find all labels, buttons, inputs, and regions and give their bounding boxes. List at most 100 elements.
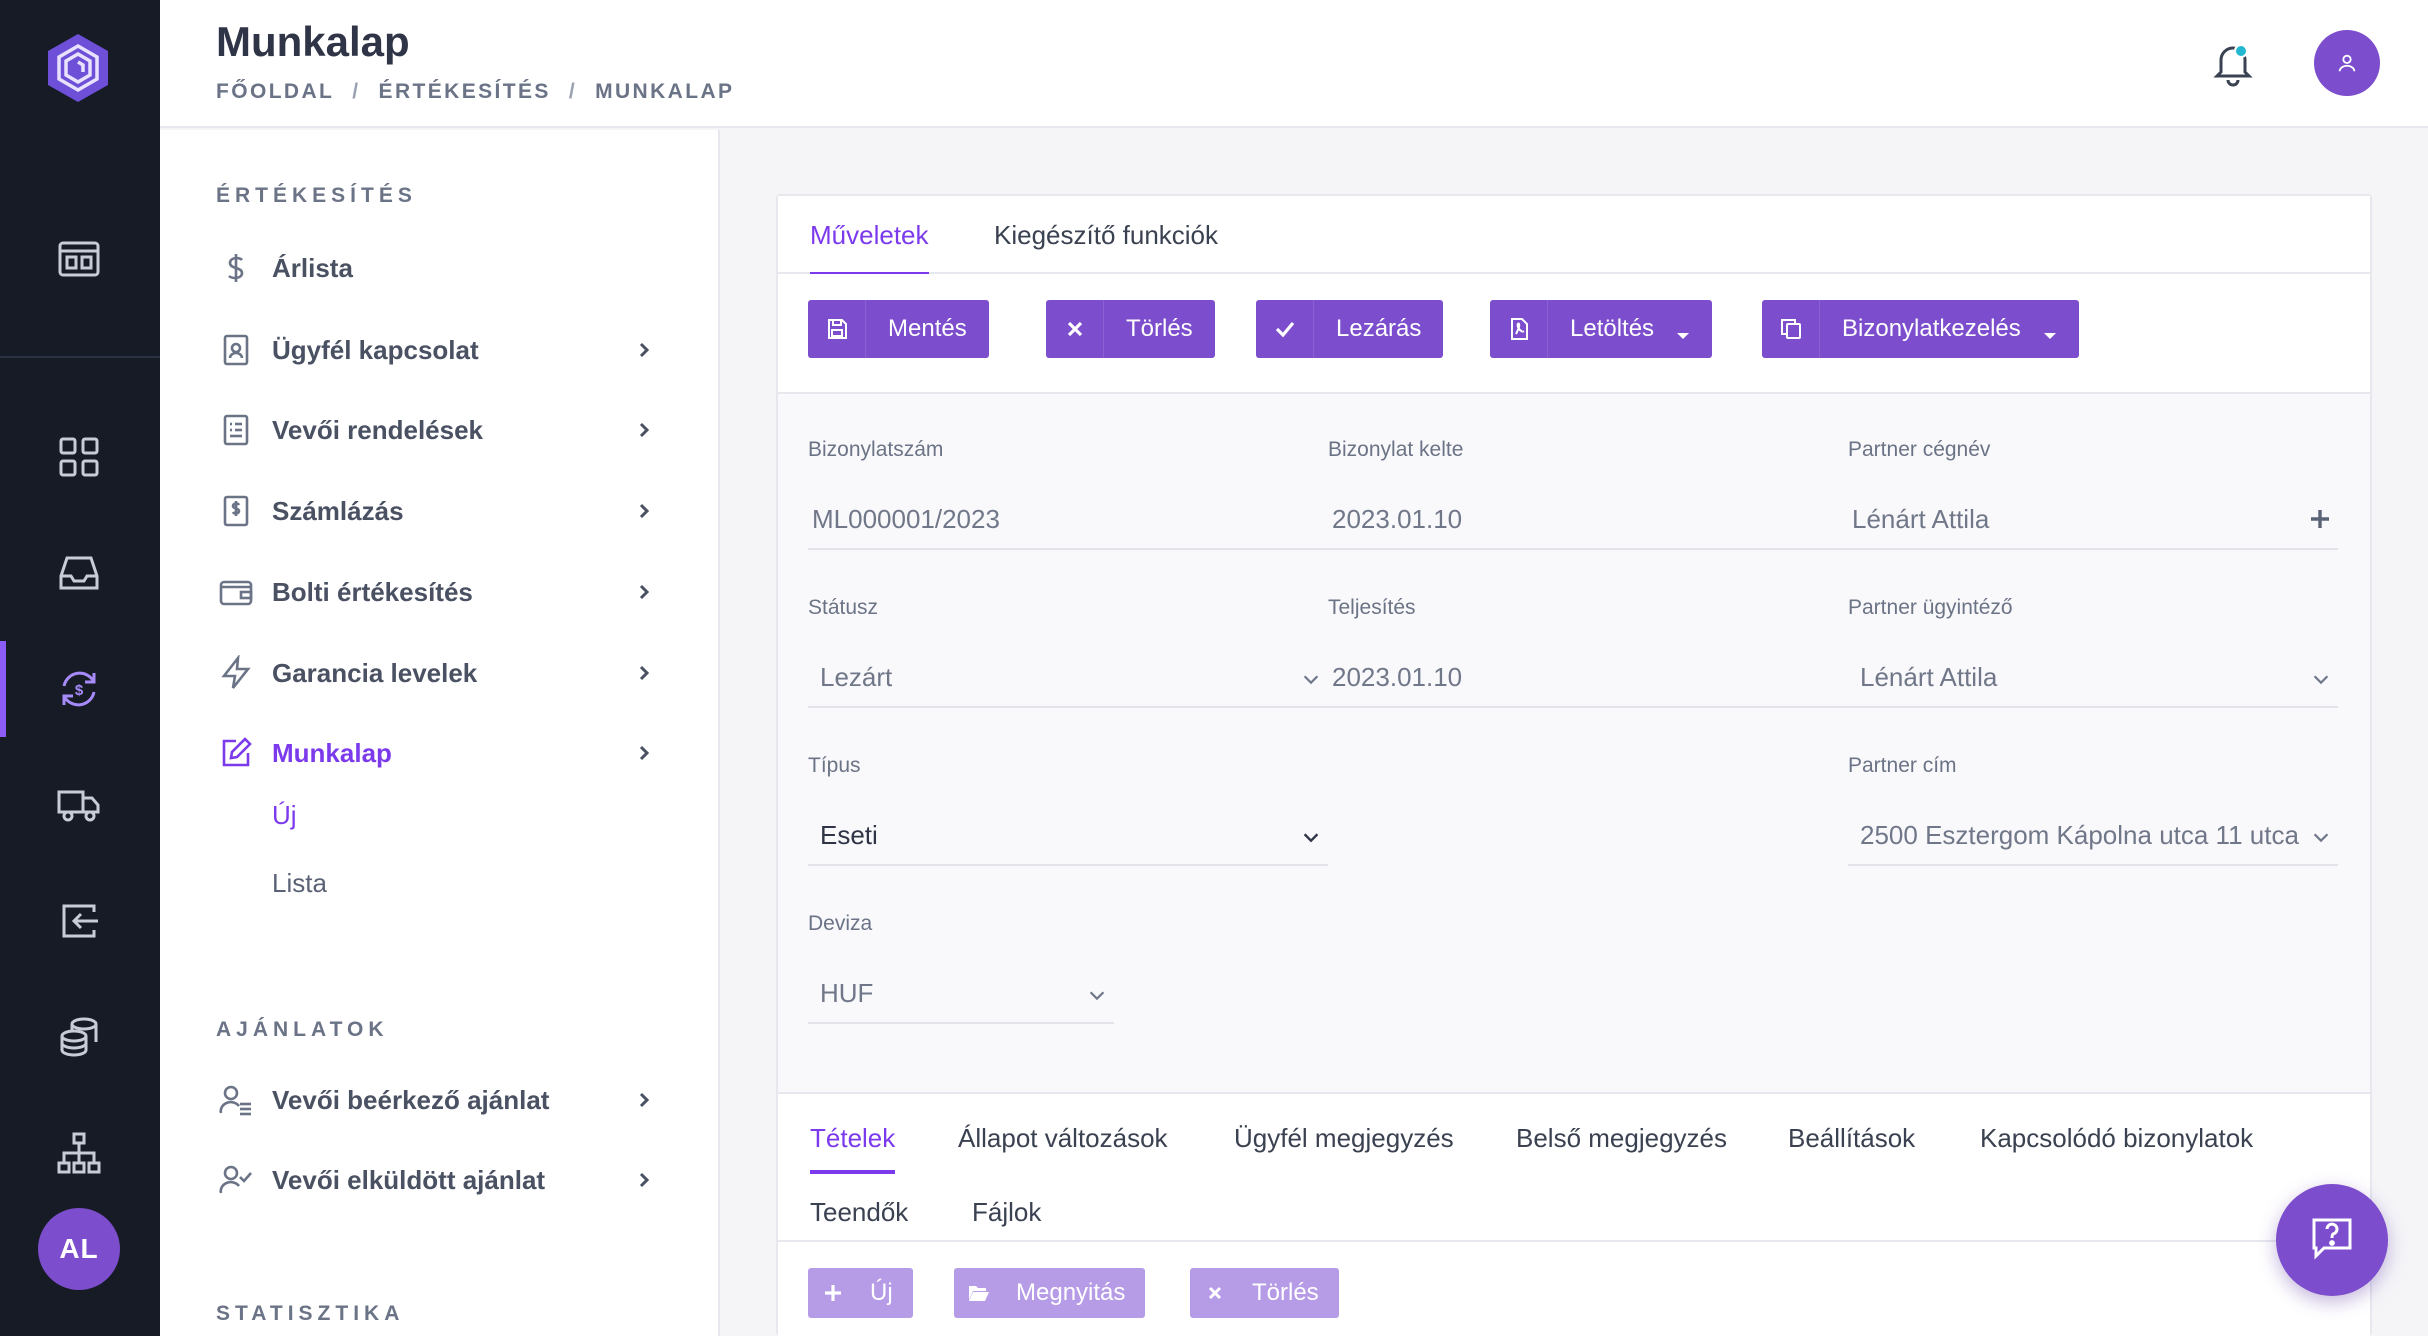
chevron-right-icon [632, 338, 656, 362]
bell-icon[interactable] [2208, 38, 2258, 88]
layout-icon[interactable] [54, 234, 104, 284]
tab-operations[interactable]: Műveletek [810, 196, 929, 276]
currency-label: Deviza [808, 912, 873, 935]
breadcrumb-item-sales[interactable]: ÉRTÉKESÍTÉS [378, 80, 551, 103]
type-select[interactable]: Eseti [808, 806, 1328, 866]
tab-items[interactable]: Tételek [810, 1108, 896, 1174]
menu-item-retail-sales[interactable]: Bolti értékesítés [216, 564, 656, 620]
menu-item-label: Vevői beérkező ajánlat [272, 1084, 550, 1115]
chevron-right-icon [632, 418, 656, 442]
download-button[interactable]: Letöltés [1490, 300, 1713, 358]
add-partner-icon[interactable] [2308, 507, 2332, 531]
download-label: Letöltés [1570, 315, 1655, 342]
worksheet-card: Műveletek Kiegészítő funkciók Mentés Tör… [776, 194, 2372, 1336]
chevron-right-icon [632, 499, 656, 523]
section-title-offers: AJÁNLATOK [216, 1018, 389, 1041]
menu-item-invoicing[interactable]: Számlázás [216, 483, 656, 539]
tab-todos[interactable]: Teendők [810, 1196, 909, 1227]
document-number-value: ML000001/2023 [812, 503, 1000, 534]
svg-text:$: $ [75, 682, 84, 699]
fulfillment-date-value: 2023.01.10 [1332, 661, 1463, 692]
truck-icon[interactable] [54, 780, 104, 830]
save-icon [808, 300, 866, 358]
fulfillment-date-field[interactable]: 2023.01.10 [1328, 648, 1848, 708]
user-avatar[interactable] [2314, 30, 2380, 96]
menu-item-worksheet[interactable]: Munkalap [216, 725, 656, 781]
fulfillment-label: Teljesítés [1328, 596, 1416, 619]
chevron-down-icon [1300, 666, 1322, 688]
page-title: Munkalap [216, 18, 410, 65]
currency-value: HUF [820, 977, 874, 1008]
partner-address-label: Partner cím [1848, 754, 1957, 777]
coins-stack-icon[interactable] [54, 1012, 104, 1062]
chevron-down-icon [2310, 666, 2332, 688]
sitemap-icon[interactable] [54, 1128, 104, 1178]
delete-label: Törlés [1126, 315, 1193, 342]
tab-settings[interactable]: Beállítások [1788, 1122, 1916, 1153]
partner-contact-value: Lénárt Attila [1860, 661, 1998, 692]
save-button[interactable]: Mentés [808, 300, 989, 358]
currency-select[interactable]: HUF [808, 964, 1114, 1024]
document-management-button[interactable]: Bizonylatkezelés [1762, 300, 2079, 358]
close-document-button[interactable]: Lezárás [1256, 300, 1444, 358]
items-toolbar: Új Megnyitás Törlés [778, 1242, 2370, 1336]
breadcrumb-separator: / [352, 80, 361, 103]
partner-address-select[interactable]: 2500 Esztergom Kápolna utca 11 utca [1848, 806, 2338, 866]
chevron-right-icon [632, 741, 656, 765]
menu-item-label: Vevői elküldött ajánlat [272, 1164, 546, 1195]
tab-related-documents[interactable]: Kapcsolódó bizonylatok [1980, 1122, 2254, 1153]
pdf-icon [1490, 300, 1548, 358]
tab-files[interactable]: Fájlok [972, 1196, 1042, 1227]
document-date-field[interactable]: 2023.01.10 [1328, 490, 1848, 550]
wallet-icon [216, 572, 256, 612]
menu-item-label: Vevői rendelések [272, 414, 484, 445]
open-item-button[interactable]: Megnyitás [954, 1268, 1146, 1318]
new-item-button[interactable]: Új [808, 1268, 913, 1318]
menu-item-warranty-letters[interactable]: Garancia levelek [216, 645, 656, 701]
menu-item-price-list[interactable]: Árlista [216, 240, 656, 296]
help-button[interactable] [2276, 1184, 2388, 1296]
new-item-label: Új [870, 1279, 893, 1306]
breadcrumb-item-home[interactable]: FŐOLDAL [216, 80, 335, 103]
document-number-field[interactable]: ML000001/2023 [808, 490, 1328, 550]
menu-item-customer-orders[interactable]: Vevői rendelések [216, 402, 656, 458]
menu-item-label: Munkalap [272, 737, 392, 768]
inbox-icon[interactable] [54, 548, 104, 598]
logo-icon[interactable] [44, 32, 112, 104]
plus-icon [808, 1268, 858, 1318]
help-question-icon [2308, 1214, 2356, 1267]
user-list-icon [216, 1080, 256, 1120]
tab-status-changes[interactable]: Állapot változások [958, 1122, 1168, 1153]
tab-extra-functions[interactable]: Kiegészítő funkciók [994, 219, 1219, 250]
dashboard-grid-icon[interactable] [54, 432, 104, 482]
chevron-down-icon [2310, 824, 2332, 846]
delete-button[interactable]: Törlés [1046, 300, 1215, 358]
menu-item-customer-contact[interactable]: Ügyfél kapcsolat [216, 322, 656, 378]
copy-icon [1762, 300, 1820, 358]
breadcrumb-separator: / [568, 80, 578, 103]
dollar-icon [216, 248, 256, 288]
wallet-import-icon[interactable] [54, 896, 104, 946]
submenu-item-new[interactable]: Új [272, 800, 297, 830]
delete-item-button[interactable]: Törlés [1190, 1268, 1339, 1318]
partner-contact-select[interactable]: Lénárt Attila [1848, 648, 2338, 708]
sales-submenu: ÉRTÉKESÍTÉS Árlista Ügyfél kapcsolat Vev… [160, 130, 720, 1336]
partner-company-field[interactable]: Lénárt Attila [1848, 490, 2338, 550]
folder-open-icon [954, 1268, 1004, 1318]
currency-exchange-icon[interactable]: $ [54, 664, 104, 714]
section-title-statistics: STATISZTIKA [216, 1302, 405, 1325]
submenu-item-list[interactable]: Lista [272, 868, 327, 898]
rail-divider [0, 356, 160, 358]
rail-avatar[interactable]: AL [38, 1208, 120, 1290]
menu-item-label: Számlázás [272, 495, 404, 526]
document-management-label: Bizonylatkezelés [1842, 315, 2021, 342]
status-select[interactable]: Lezárt [808, 648, 1328, 708]
tab-internal-note[interactable]: Belső megjegyzés [1516, 1122, 1727, 1153]
menu-item-label: Árlista [272, 252, 353, 283]
notification-dot [2234, 44, 2248, 58]
tab-customer-note[interactable]: Ügyfél megjegyzés [1234, 1122, 1454, 1153]
menu-item-sent-offer[interactable]: Vevői elküldött ajánlat [216, 1152, 656, 1208]
menu-item-incoming-offer[interactable]: Vevői beérkező ajánlat [216, 1072, 656, 1128]
partner-company-label: Partner cégnév [1848, 438, 1991, 461]
worksheet-form: Bizonylatszám ML000001/2023 Bizonylat ke… [778, 394, 2370, 1286]
